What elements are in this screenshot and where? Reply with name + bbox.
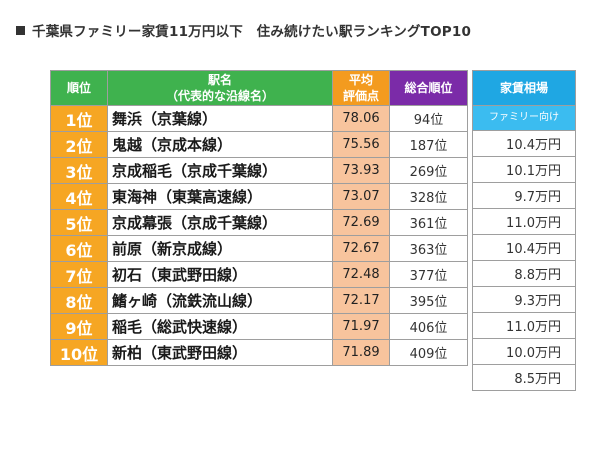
square-bullet-icon bbox=[16, 26, 25, 35]
station-header-label: 駅名 bbox=[207, 73, 232, 87]
station-header-sublabel: （代表的な沿線名） bbox=[165, 89, 274, 103]
overall-cell: 269位 bbox=[389, 157, 468, 184]
overall-cell: 406位 bbox=[389, 313, 468, 340]
rank-header: 順位 bbox=[50, 70, 108, 106]
score-header: 平均 評価点 bbox=[332, 70, 390, 106]
table-row: 1位 舞浜（京葉線） 78.06 94位 bbox=[50, 105, 468, 132]
table-row: 2位 鬼越（京成本線） 75.56 187位 bbox=[50, 131, 468, 158]
rent-row: 9.3万円 bbox=[472, 286, 576, 313]
rent-row: 9.7万円 bbox=[472, 182, 576, 209]
table-row: 4位 東海神（東葉高速線） 73.07 328位 bbox=[50, 183, 468, 210]
ranking-table: 順位 駅名 （代表的な沿線名） 平均 評価点 総合順位 1位 舞浜（京葉線） 78.… bbox=[50, 70, 468, 366]
station-cell: 東海神（東葉高速線） bbox=[107, 183, 333, 210]
score-cell: 73.07 bbox=[332, 183, 390, 210]
rent-cell: 9.3万円 bbox=[472, 286, 576, 313]
score-cell: 71.89 bbox=[332, 339, 390, 366]
table-row: 10位 新柏（東武野田線） 71.89 409位 bbox=[50, 339, 468, 366]
overall-cell: 377位 bbox=[389, 261, 468, 288]
rent-cell: 8.5万円 bbox=[472, 364, 576, 391]
rent-cell: 8.8万円 bbox=[472, 260, 576, 287]
overall-cell: 395位 bbox=[389, 287, 468, 314]
station-cell: 京成幕張（京成千葉線） bbox=[107, 209, 333, 236]
score-cell: 71.97 bbox=[332, 313, 390, 340]
station-cell: 京成稲毛（京成千葉線） bbox=[107, 157, 333, 184]
rank-cell: 4位 bbox=[50, 183, 108, 210]
rent-row: 8.8万円 bbox=[472, 260, 576, 287]
rent-cell: 9.7万円 bbox=[472, 182, 576, 209]
station-cell: 稲毛（総武快速線） bbox=[107, 313, 333, 340]
rank-cell: 1位 bbox=[50, 105, 108, 132]
overall-cell: 361位 bbox=[389, 209, 468, 236]
station-header: 駅名 （代表的な沿線名） bbox=[107, 70, 333, 106]
score-cell: 72.48 bbox=[332, 261, 390, 288]
table-row: 6位 前原（新京成線） 72.67 363位 bbox=[50, 235, 468, 262]
station-cell: 初石（東武野田線） bbox=[107, 261, 333, 288]
rank-cell: 7位 bbox=[50, 261, 108, 288]
overall-cell: 94位 bbox=[389, 105, 468, 132]
station-cell: 新柏（東武野田線） bbox=[107, 339, 333, 366]
station-cell: 舞浜（京葉線） bbox=[107, 105, 333, 132]
page-title-text: 千葉県ファミリー家賃11万円以下 住み続けたい駅ランキングTOP10 bbox=[32, 24, 472, 40]
score-cell: 72.69 bbox=[332, 209, 390, 236]
rank-cell: 3位 bbox=[50, 157, 108, 184]
overall-header: 総合順位 bbox=[389, 70, 468, 106]
station-cell: 鰭ヶ崎（流鉄流山線） bbox=[107, 287, 333, 314]
table-row: 3位 京成稲毛（京成千葉線） 73.93 269位 bbox=[50, 157, 468, 184]
rent-cell: 11.0万円 bbox=[472, 208, 576, 235]
rent-row: 8.5万円 bbox=[472, 364, 576, 391]
rent-table: 家賃相場 ファミリー向け 10.4万円 10.1万円 9.7万円 11.0万円 10.4… bbox=[472, 70, 576, 391]
score-header-line1: 平均 bbox=[348, 73, 373, 87]
score-header-line2: 評価点 bbox=[342, 89, 379, 103]
rent-row: 10.1万円 bbox=[472, 156, 576, 183]
rank-cell: 8位 bbox=[50, 287, 108, 314]
table-row: 9位 稲毛（総武快速線） 71.97 406位 bbox=[50, 313, 468, 340]
rank-cell: 10位 bbox=[50, 339, 108, 366]
page-title: 千葉県ファミリー家賃11万円以下 住み続けたい駅ランキングTOP10 bbox=[16, 20, 471, 40]
overall-cell: 409位 bbox=[389, 339, 468, 366]
rank-cell: 5位 bbox=[50, 209, 108, 236]
rent-header: 家賃相場 bbox=[472, 70, 576, 106]
rent-row: 10.4万円 bbox=[472, 234, 576, 261]
table-row: 5位 京成幕張（京成千葉線） 72.69 361位 bbox=[50, 209, 468, 236]
rent-cell: 11.0万円 bbox=[472, 312, 576, 339]
rank-cell: 2位 bbox=[50, 131, 108, 158]
rank-cell: 6位 bbox=[50, 235, 108, 262]
overall-cell: 328位 bbox=[389, 183, 468, 210]
rent-row: 11.0万円 bbox=[472, 208, 576, 235]
rent-row: 11.0万円 bbox=[472, 312, 576, 339]
station-cell: 前原（新京成線） bbox=[107, 235, 333, 262]
rent-row: 10.0万円 bbox=[472, 338, 576, 365]
rent-cell: 10.0万円 bbox=[472, 338, 576, 365]
score-cell: 78.06 bbox=[332, 105, 390, 132]
overall-cell: 187位 bbox=[389, 131, 468, 158]
rent-subheader: ファミリー向け bbox=[472, 105, 576, 131]
station-cell: 鬼越（京成本線） bbox=[107, 131, 333, 158]
score-cell: 72.67 bbox=[332, 235, 390, 262]
rank-cell: 9位 bbox=[50, 313, 108, 340]
rent-cell: 10.1万円 bbox=[472, 156, 576, 183]
rent-cell: 10.4万円 bbox=[472, 234, 576, 261]
overall-cell: 363位 bbox=[389, 235, 468, 262]
table-row: 8位 鰭ヶ崎（流鉄流山線） 72.17 395位 bbox=[50, 287, 468, 314]
rent-cell: 10.4万円 bbox=[472, 130, 576, 157]
score-cell: 73.93 bbox=[332, 157, 390, 184]
rent-row: 10.4万円 bbox=[472, 130, 576, 157]
table-row: 7位 初石（東武野田線） 72.48 377位 bbox=[50, 261, 468, 288]
score-cell: 75.56 bbox=[332, 131, 390, 158]
score-cell: 72.17 bbox=[332, 287, 390, 314]
